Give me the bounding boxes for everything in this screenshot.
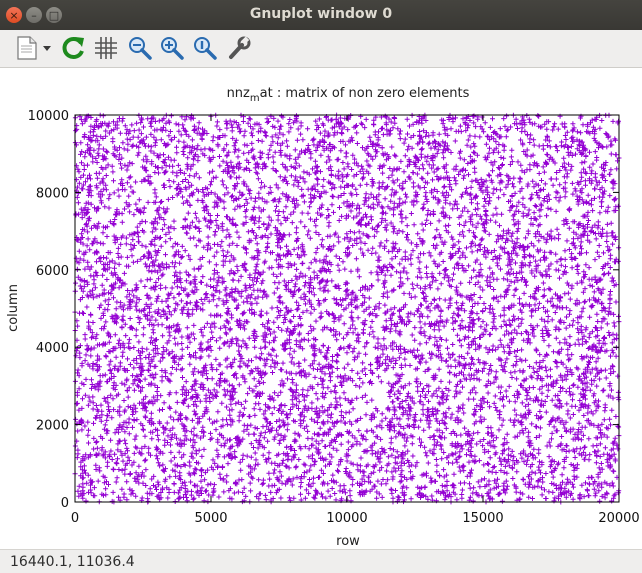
plot-title: nnzmat : matrix of non zero elements <box>227 86 470 104</box>
maximize-icon: □ <box>48 8 60 22</box>
grid-icon <box>95 37 117 59</box>
zoom-in-icon <box>161 37 184 60</box>
x-tick-label: 10000 <box>326 511 367 526</box>
close-window-button[interactable]: × <box>6 7 22 23</box>
y-tick-label: 4000 <box>36 341 69 356</box>
maximize-window-button[interactable]: □ <box>46 7 62 23</box>
window-title: Gnuplot window 0 <box>249 6 393 22</box>
x-tick-label: 15000 <box>462 511 503 526</box>
y-tick-label: 6000 <box>36 264 69 279</box>
status-bar: 16440.1, 11036.4 <box>0 549 642 573</box>
unzoom-button[interactable] <box>191 34 219 62</box>
x-axis-label: row <box>336 534 360 549</box>
toggle-grid-button[interactable] <box>92 34 120 62</box>
plot-canvas[interactable]: nnzmat : matrix of non zero elements row… <box>0 68 642 549</box>
toolbar <box>0 30 642 68</box>
y-tick-label: 2000 <box>36 419 69 434</box>
axes: 0 5000 10000 15000 20000 0 2000 4000 6000 8000 100… <box>28 109 640 526</box>
x-tick-label: 5000 <box>194 511 227 526</box>
minimize-window-button[interactable]: – <box>26 7 42 23</box>
cursor-coordinates: 16440.1, 11036.4 <box>10 554 135 570</box>
document-copy-icon <box>17 36 51 60</box>
y-axis-label: column <box>6 284 21 332</box>
minimize-icon: – <box>31 8 37 22</box>
zoom-out-icon <box>129 37 152 60</box>
window-titlebar[interactable]: × – □ Gnuplot window 0 <box>0 0 642 30</box>
close-icon: × <box>9 8 19 22</box>
zoom-reset-icon <box>194 37 217 60</box>
settings-button[interactable] <box>225 34 253 62</box>
zoom-previous-button[interactable] <box>126 34 154 62</box>
zoom-next-button[interactable] <box>158 34 186 62</box>
wrench-icon <box>229 36 251 59</box>
replot-button[interactable] <box>60 34 88 62</box>
y-tick-label: 8000 <box>36 186 69 201</box>
chevron-down-icon <box>43 46 51 51</box>
refresh-icon <box>62 37 84 59</box>
x-tick-label: 20000 <box>598 511 639 526</box>
y-tick-label: 10000 <box>28 109 69 124</box>
x-tick-label: 0 <box>71 511 79 526</box>
data-points <box>72 112 622 505</box>
copy-to-clipboard-button[interactable] <box>14 34 54 62</box>
plus-markers <box>72 112 622 505</box>
y-tick-label: 0 <box>61 496 69 511</box>
scatter-plot[interactable]: nnzmat : matrix of non zero elements row… <box>0 68 642 549</box>
